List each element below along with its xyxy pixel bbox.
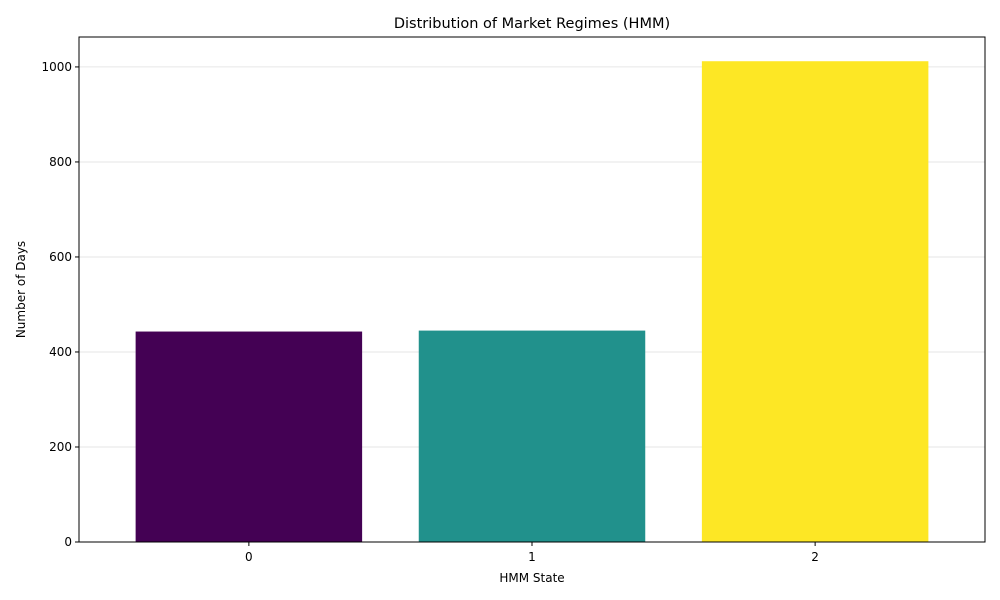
bar-state-2 [701,61,929,542]
bar-state-0 [135,331,363,542]
y-tick-label: 800 [49,155,72,169]
x-axis-ticks: 0 1 2 [245,542,819,564]
bars [135,61,929,542]
x-tick-label: 2 [811,550,819,564]
x-tick-label: 0 [245,550,253,564]
y-tick-label: 600 [49,250,72,264]
x-axis-label: HMM State [499,571,564,585]
y-tick-label: 400 [49,345,72,359]
x-tick-label: 1 [528,550,536,564]
y-axis-ticks: 0 200 400 600 800 1000 [41,60,79,549]
y-tick-label: 200 [49,440,72,454]
y-axis-label: Number of Days [14,241,28,338]
y-tick-label: 1000 [41,60,72,74]
bar-state-1 [418,330,646,542]
chart-title: Distribution of Market Regimes (HMM) [394,16,670,32]
y-tick-label: 0 [64,535,72,549]
